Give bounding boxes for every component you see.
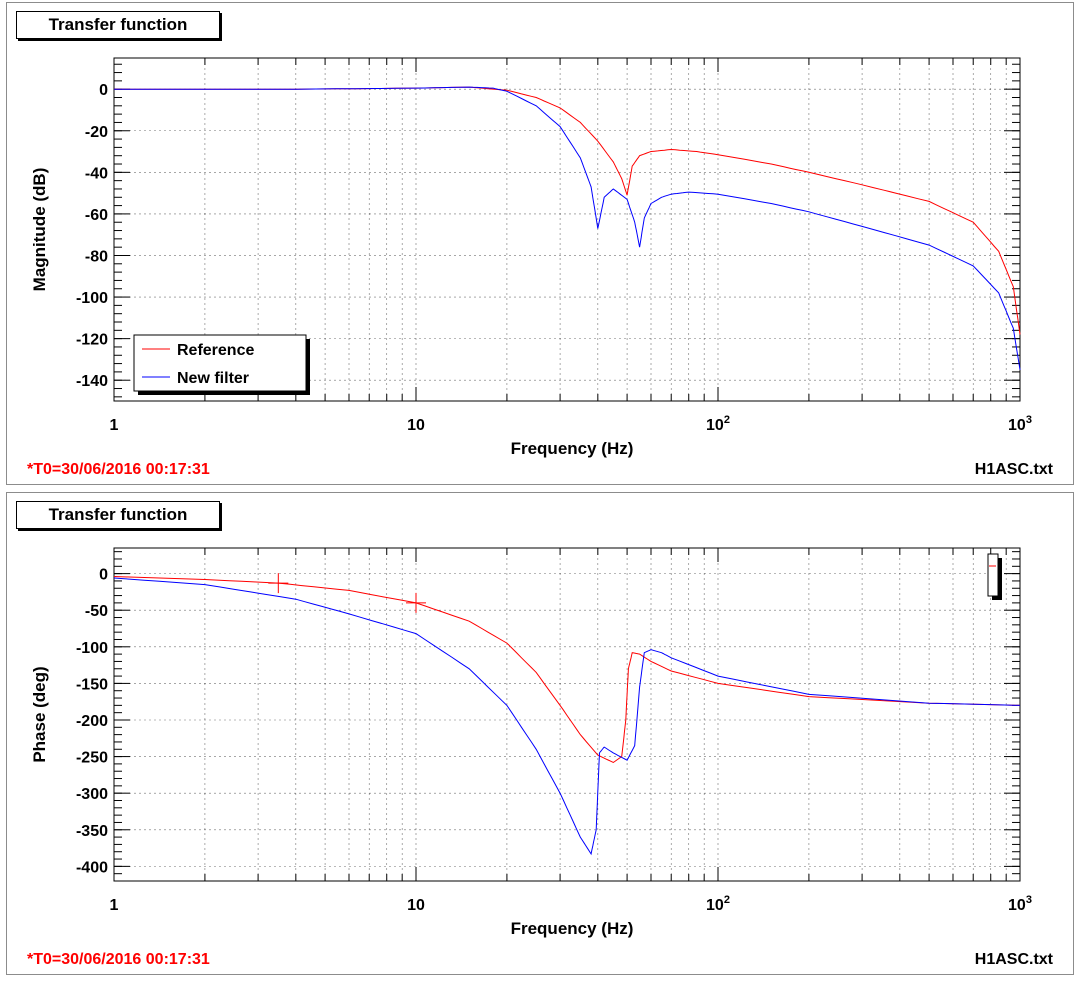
- time-origin-label: *T0=30/06/2016 00:17:31: [27, 951, 210, 968]
- x-tick-label: 1: [110, 417, 119, 434]
- file-name-label: H1ASC.txt: [974, 461, 1053, 478]
- y-tick-label: -60: [85, 207, 108, 224]
- legend-box: [987, 553, 999, 597]
- y-axis-title: Phase (deg): [30, 666, 49, 762]
- y-tick-label: -250: [76, 750, 108, 767]
- y-tick-label: -300: [76, 786, 108, 803]
- x-tick-label: 102: [706, 894, 730, 914]
- top-plot-pad: Transfer function 0 -20 -40 -60 -80 -100 -120 -…: [6, 2, 1074, 485]
- y-tick-label: -120: [76, 332, 108, 349]
- legend-box: [133, 334, 307, 392]
- x-tick-label: 103: [1008, 894, 1032, 914]
- y-tick-label: -100: [76, 640, 108, 657]
- legend-label: New filter: [177, 370, 249, 387]
- x-tick-label: 103: [1008, 414, 1032, 434]
- x-axis-title: Frequency (Hz): [511, 439, 634, 458]
- y-tick-label: -100: [76, 290, 108, 307]
- bottom-plot-pad: Transfer function 0 -50 -100 -150 -200 -250 -3…: [6, 492, 1074, 975]
- phase-chart[interactable]: 0 -50 -100 -150 -200 -250 -300 -350 -400 1 10 102 10…: [7, 493, 1075, 976]
- y-tick-label: 0: [99, 567, 108, 584]
- plot-title-button[interactable]: Transfer function: [16, 501, 220, 529]
- series-line-reference: [114, 86, 1021, 335]
- x-tick-label: 10: [407, 417, 425, 434]
- grid: [113, 58, 1020, 401]
- y-tick-label: -80: [85, 248, 108, 265]
- legend-label: Reference: [177, 342, 254, 359]
- plot-frame: [113, 547, 1021, 882]
- y-axis-title: Magnitude (dB): [30, 168, 49, 292]
- legend: Reference New filter: [133, 334, 310, 395]
- x-tick-label: 102: [706, 414, 730, 434]
- plot-title-button[interactable]: Transfer function: [16, 11, 220, 39]
- y-tick-label: -400: [76, 859, 108, 876]
- y-tick-label: -200: [76, 713, 108, 730]
- series-line-new-filter: [113, 577, 1021, 856]
- y-tick-label: -20: [85, 124, 108, 141]
- x-tick-label: 1: [110, 897, 119, 914]
- magnitude-chart[interactable]: 0 -20 -40 -60 -80 -100 -120 -140 1 10 102 103 Freque…: [7, 3, 1075, 486]
- y-tick-label: -40: [85, 165, 108, 182]
- x-axis-title: Frequency (Hz): [511, 919, 634, 938]
- file-name-label: H1ASC.txt: [974, 951, 1053, 968]
- y-tick-label: -150: [76, 676, 108, 693]
- plot-frame: [113, 57, 1021, 402]
- series-line-reference: [113, 576, 1021, 763]
- y-tick-label: -350: [76, 823, 108, 840]
- y-tick-label: -140: [76, 373, 108, 390]
- y-tick-label: -50: [85, 603, 108, 620]
- y-tick-label: 0: [99, 82, 108, 99]
- time-origin-label: *T0=30/06/2016 00:17:31: [27, 461, 210, 478]
- grid: [113, 548, 1020, 882]
- series-line-new-filter: [114, 86, 1021, 370]
- x-tick-label: 10: [407, 897, 425, 914]
